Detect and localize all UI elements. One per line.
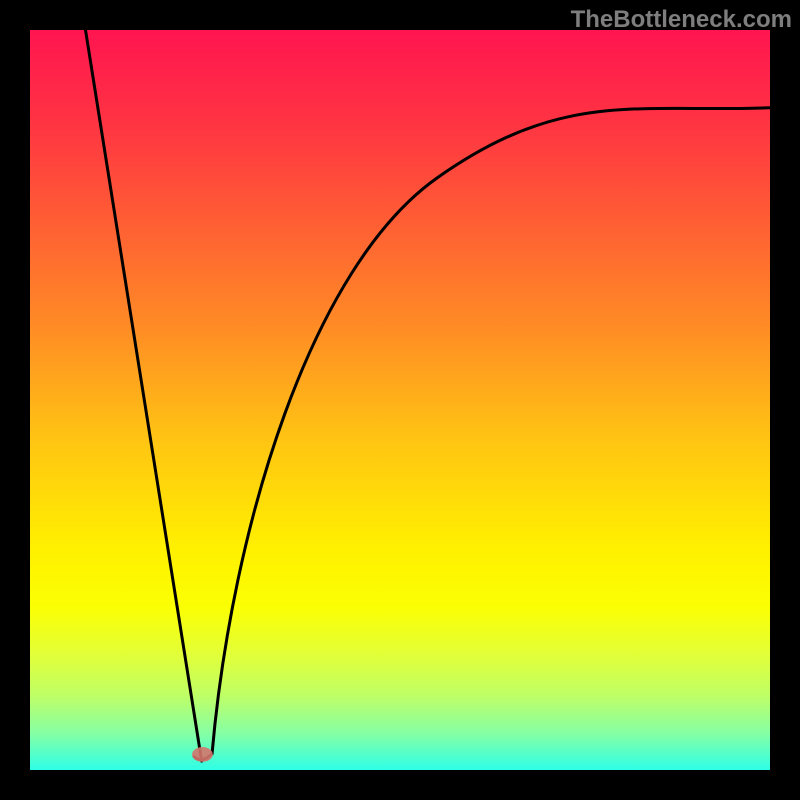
bottleneck-chart [30,30,770,770]
optimal-point-marker [192,747,213,762]
chart-frame: TheBottleneck.com [0,0,800,800]
gradient-background [30,30,770,770]
watermark-text: TheBottleneck.com [571,6,792,34]
